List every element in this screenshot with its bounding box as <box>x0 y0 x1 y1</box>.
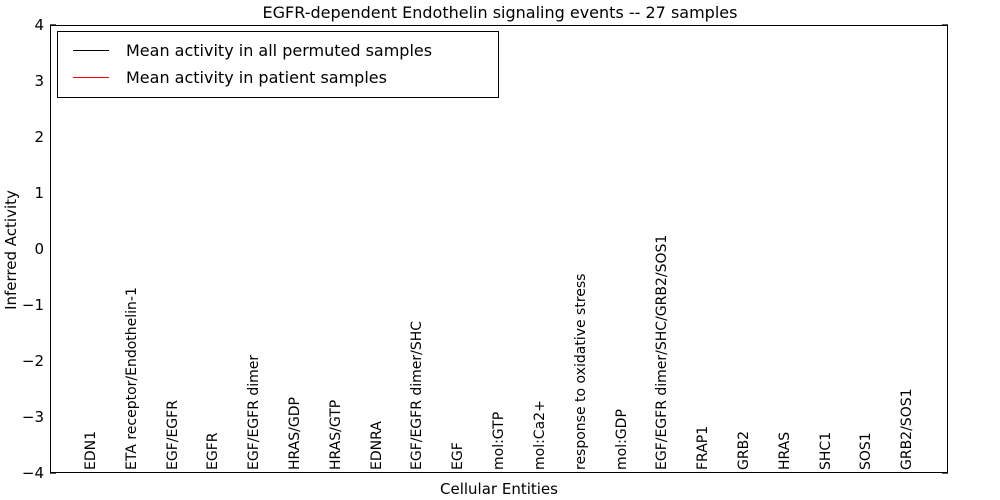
legend-entry: Mean activity in patient samples <box>58 64 498 91</box>
x-tick-label: HRAS <box>776 431 793 470</box>
legend-entry-label: Mean activity in all permuted samples <box>126 41 433 60</box>
x-tick-label: EGF/EGFR dimer/SHC/GRB2/SOS1 <box>654 234 671 470</box>
y-axis-title: Inferred Activity <box>2 190 20 310</box>
x-tick-label: FRAP1 <box>695 425 712 470</box>
y-tick-label: 2 <box>34 128 44 146</box>
x-tick-label: EGF <box>450 442 467 470</box>
x-tick-label: mol:Ca2+ <box>531 400 548 470</box>
legend-entry: Mean activity in all permuted samples <box>58 37 498 64</box>
x-tick-label: EDNRA <box>368 421 385 470</box>
x-tick-label: mol:GTP <box>491 411 508 470</box>
x-tick-label: EDN1 <box>83 430 99 470</box>
y-tick-label: −2 <box>21 352 44 370</box>
x-tick-label: EGF/EGFR dimer/SHC <box>409 320 426 470</box>
y-tick-label: 1 <box>34 184 44 202</box>
x-tick-label: SHC1 <box>817 431 834 470</box>
legend-line-sample <box>73 77 109 78</box>
x-tick-label: EGF/EGFR <box>164 400 181 470</box>
x-tick-label: response to oxidative stress <box>572 273 589 470</box>
y-tick-label: 4 <box>34 16 44 34</box>
x-tick-label: HRAS/GTP <box>327 399 344 470</box>
legend-box: Mean activity in all permuted samples Mea… <box>57 31 499 98</box>
y-tick-label: −3 <box>21 408 44 426</box>
x-tick-label: SOS1 <box>858 432 875 470</box>
x-axis-title: Cellular Entities <box>440 480 558 498</box>
x-tick-label: ETA receptor/Endothelin-1 <box>123 287 140 470</box>
x-tick-label: EGF/EGFR dimer <box>246 354 263 470</box>
y-tick-label: 3 <box>34 72 44 90</box>
x-tick-label: mol:GDP <box>613 409 630 470</box>
chart-title: EGFR-dependent Endothelin signaling even… <box>262 3 738 22</box>
legend-entry-label: Mean activity in patient samples <box>126 68 387 87</box>
y-tick-label: 0 <box>34 240 44 258</box>
legend-line-sample <box>73 50 109 51</box>
y-tick-label: −1 <box>21 296 44 314</box>
plot-frame <box>50 25 948 473</box>
x-tick-label: GRB2/SOS1 <box>899 388 916 470</box>
x-tick-label: HRAS/GDP <box>287 397 304 470</box>
x-tick-label: GRB2 <box>735 430 752 470</box>
x-tick-label: EGFR <box>205 432 222 470</box>
y-tick-label: −4 <box>21 464 44 482</box>
